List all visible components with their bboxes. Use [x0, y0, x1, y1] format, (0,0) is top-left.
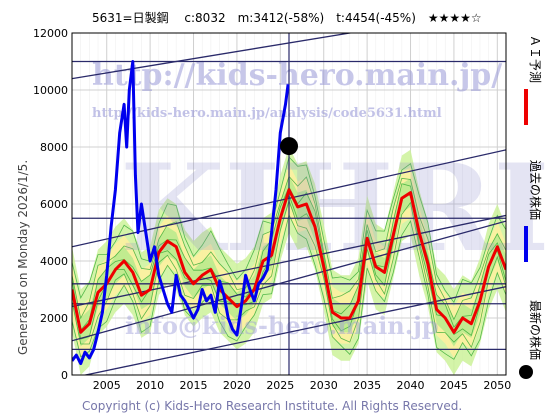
series-line-過去の株価: [72, 60, 290, 366]
y-tick-label: 6000: [40, 198, 68, 211]
x-tick-label: 2040: [397, 379, 425, 392]
plot-border: [71, 32, 507, 376]
latest-price-dot: [280, 137, 298, 156]
x-axis-ticks: 2005 2010 2015 2020 2025 2030 2035 2040 2045 2050: [93, 379, 512, 392]
y-tick-label: 2000: [40, 312, 68, 325]
watermark-mail: info@kids-hero.main.jp: [125, 311, 439, 340]
watermark-kihri: KIHRI: [120, 138, 550, 279]
copyright: Copyright (c) Kids-Hero Research Institu…: [82, 399, 462, 413]
legend-label: 過去の株価: [528, 160, 543, 220]
y-tick-label: 12000: [33, 27, 68, 40]
series-line-ＡＩ予測: [72, 188, 506, 334]
y-axis-label: Generated on Monday 2026/1/5.: [16, 160, 30, 355]
latest-marker: [280, 137, 298, 156]
x-tick-label: 2015: [180, 379, 208, 392]
y-tick-label: 4000: [40, 255, 68, 268]
legend-label: ＡＩ予測: [528, 35, 542, 83]
x-tick-label: 2020: [223, 379, 251, 392]
chart-title: 5631=日製鋼 c:8032 m:3412(-58%) t:4454(-45%…: [92, 11, 482, 25]
x-tick-label: 2045: [440, 379, 468, 392]
legend-label: 最新の株価: [528, 300, 543, 360]
y-tick-label: 10000: [33, 84, 68, 97]
x-tick-label: 2035: [353, 379, 381, 392]
y-tick-label: 0: [61, 369, 68, 382]
y-tick-label: 8000: [40, 141, 68, 154]
x-tick-label: 2025: [266, 379, 294, 392]
y-axis-ticks: 0 2000 4000 6000 8000 10000 12000: [33, 27, 68, 382]
watermark-analysis-url: http://kids-hero.main.jp/analysis/code56…: [92, 106, 442, 121]
legend: 最新の株価 過去の株価 ＡＩ予測: [519, 35, 543, 379]
watermark-url: http://kids-hero.main.jp/: [92, 58, 502, 93]
series-lines: [72, 60, 506, 366]
x-tick-label: 2005: [93, 379, 121, 392]
x-tick-label: 2010: [136, 379, 164, 392]
legend-swatch-dot: [519, 365, 533, 379]
x-tick-label: 2050: [483, 379, 511, 392]
x-tick-label: 2030: [310, 379, 338, 392]
